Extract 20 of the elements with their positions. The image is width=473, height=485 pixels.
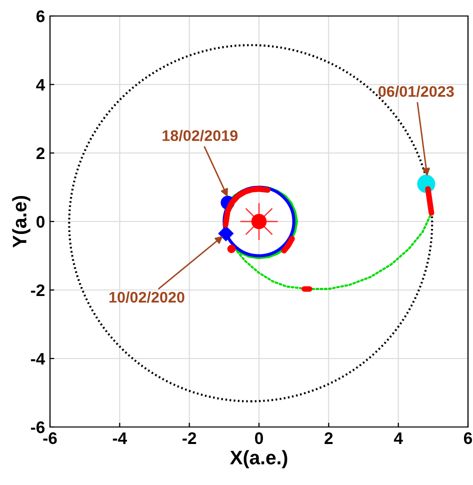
x-tick-label: -4 bbox=[112, 432, 127, 444]
y-tick-label: 0 bbox=[36, 216, 44, 228]
y-tick-label: -4 bbox=[30, 353, 46, 365]
y-tick-label: 2 bbox=[36, 147, 44, 160]
x-tick-label: 0 bbox=[255, 432, 263, 444]
point bbox=[218, 226, 234, 242]
x-tick-label: 4 bbox=[394, 432, 403, 444]
y-tick-label: 4 bbox=[36, 79, 46, 91]
point bbox=[227, 244, 236, 254]
y-tick-label: -2 bbox=[30, 284, 44, 296]
y-tick-label: -6 bbox=[30, 421, 45, 434]
annotation: 18/02/2019 bbox=[162, 130, 238, 142]
x-tick-label: 6 bbox=[464, 432, 472, 444]
x-tick-label: 2 bbox=[324, 432, 333, 444]
annotation: 10/02/2020 bbox=[109, 291, 184, 303]
annotation: 06/01/2023 bbox=[378, 86, 454, 98]
y-tick-label: 6 bbox=[36, 10, 45, 22]
x-axis-title: X(a.e.) bbox=[230, 450, 288, 468]
y-axis-title: Y(a.e) bbox=[12, 196, 30, 248]
x-tick-label: -2 bbox=[182, 432, 196, 444]
